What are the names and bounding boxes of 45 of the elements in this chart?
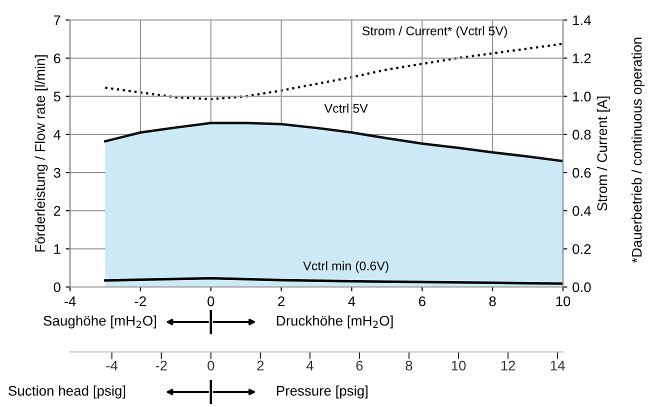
x2-tick-label: -4 xyxy=(106,360,118,370)
x2-tick-label: 6 xyxy=(356,360,363,371)
y2-tick-label: 0.2 xyxy=(572,244,591,254)
x-axis-title: Saughöhe [mH$_{2}$O] xyxy=(44,315,156,328)
text: *Dauerbetrieb / continuous operation xyxy=(632,38,644,263)
x-tick-label: 10 xyxy=(556,296,570,306)
x2-tick-label: 2 xyxy=(257,360,264,370)
y-axis-title: Förderleistung / Flow rate [l/min] xyxy=(34,55,48,252)
x-tick-label: 0 xyxy=(208,296,214,306)
y2-tick-label: 0.8 xyxy=(572,130,591,140)
x2-tick-label: 12 xyxy=(501,360,516,370)
y2-tick-label: 0.0 xyxy=(572,282,591,292)
y2-tick-label: 1.4 xyxy=(573,15,591,26)
y-tick-label: 4 xyxy=(54,130,61,140)
line-series xyxy=(104,42,563,100)
y2-tick-label: 1.0 xyxy=(573,92,591,102)
y2-axis-title: Strom / Current [A] xyxy=(596,96,610,211)
y-tick-label: 5 xyxy=(54,92,60,102)
y-tick-label: 2 xyxy=(54,206,60,216)
y2-tick-label: 1.2 xyxy=(573,53,591,64)
x-tick-label: 2 xyxy=(278,296,284,306)
x-tick-label: -4 xyxy=(64,296,76,306)
x-tick-label: 4 xyxy=(348,296,356,306)
x2-axis-title: Suction head [psig] xyxy=(8,386,126,398)
series-label: Vctrl min (0.6V) xyxy=(303,261,388,273)
y-tick-label: 3 xyxy=(54,168,60,178)
x-tick-label: 8 xyxy=(489,296,496,306)
x2-tick-label: 10 xyxy=(452,360,466,371)
x2-tick-label: -2 xyxy=(156,360,167,370)
x2-tick-label: 4 xyxy=(306,360,314,370)
series-label: Vctrl 5V xyxy=(324,104,368,113)
y-tick-label: 1 xyxy=(54,244,60,254)
y-tick-label: 0 xyxy=(54,282,60,292)
text: Druckhöhe [mH$_{2}$O] xyxy=(276,315,393,328)
x2-tick-label: 0 xyxy=(208,360,214,371)
series-label: Strom / Current* (Vctrl 5V) xyxy=(362,26,507,38)
x2-tick-label: 8 xyxy=(406,360,412,371)
y2-tick-label: 0.4 xyxy=(572,206,591,216)
y-tick-label: 7 xyxy=(54,15,60,26)
y-tick-label: 6 xyxy=(54,53,60,64)
text: Pressure [psig] xyxy=(276,386,368,398)
y2-tick-label: 0.6 xyxy=(572,168,591,178)
x-tick-label: -2 xyxy=(134,296,146,306)
x2-tick-label: 14 xyxy=(550,360,565,370)
x-tick-label: 6 xyxy=(418,296,426,306)
